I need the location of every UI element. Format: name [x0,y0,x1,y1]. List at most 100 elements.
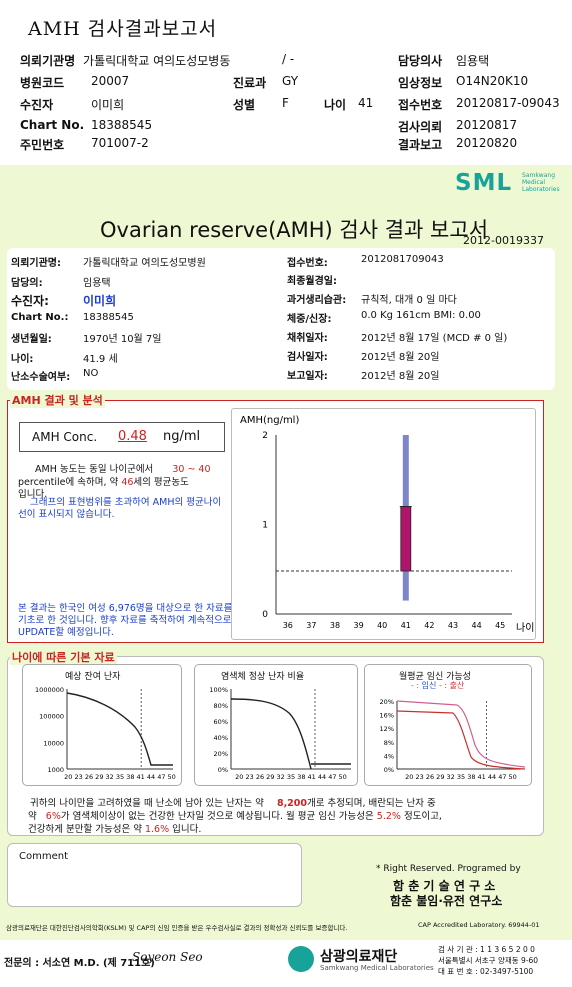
mini-y-tick: 1000 [47,766,64,774]
contact-line3: 대 표 번 호 : 02-3497-5100 [438,967,534,976]
result-desc-line2: percentile에 속하며, 약 46세의 평균농도 [18,474,189,488]
info-value: 18388545 [83,312,134,323]
header-row-4: Chart No. 18388545 검사의뢰 20120817 [20,118,517,134]
label: 나이 [324,98,347,112]
info-value: 0.0 Kg 161cm BMI: 0.00 [361,310,481,321]
info-label: 생년월일: [11,334,52,345]
value: 18388545 [91,118,153,132]
info-label: 보고일자: [287,371,328,382]
info-value: 1970년 10월 7일 [83,334,162,345]
mini-y-tick: 20% [380,698,394,706]
doctor-name: 전문의 : 서소연 M.D. (제 711호) [4,958,155,969]
foundation-name: 삼광의료재단 [320,949,398,965]
mini-chart-normal-chromosome: 염색체 정상 난자 비율 100% 80% 60% 40% 20% 0% 20 23 26 … [194,664,358,786]
mini-chart-title: 예상 잔여 난자 [65,672,121,682]
y-tick-label: 0 [262,610,268,620]
mini-chart-pregnancy: 월평균 임신 가능성 - : 임신 - : 출산 20% 16% 12% 8% 4% 0%… [364,664,532,786]
x-tick-label: 40 [377,621,387,630]
summary-text: 정도이고, [403,811,442,822]
value: O14N20K10 [456,74,529,88]
pregnancy-percent: 5.2% [376,811,401,822]
label: 주민번호 [20,138,65,152]
mini-y-tick: 1000000 [35,686,64,694]
info-label: 검사일자: [287,352,328,363]
info-label: 수진자: [11,294,49,308]
label: 수진자 [20,98,54,112]
foundation-sub: Samkwang Medical Laboratories [320,964,434,972]
label: 접수번호 [398,98,443,112]
age-section-title: 나이에 따른 기본 자료 [10,649,117,665]
info-label: 담당의: [11,278,43,289]
x-tick-label: 44 [472,621,482,630]
value: 41 [358,96,374,110]
mini-y-tick: 60% [214,718,228,726]
header: AMH 검사결과보고서 의뢰기관명 가톨릭대학교 여의도성모병동 / - 담당의… [0,0,572,165]
info-value: 2012년 8월 20일 [361,371,440,382]
summary-text: 약 [28,811,37,822]
mini-y-tick: 16% [380,712,394,720]
x-tick-label: 43 [448,621,458,630]
mini-y-tick: 100% [209,686,228,694]
info-label: 나이: [11,354,34,365]
summary-text: 건강하게 분만할 가능성은 약 [28,824,142,835]
label: 성별 [233,98,256,112]
info-value: 2012년 8월 17일 (MCD # 0 일) [361,333,508,344]
box-bar [400,506,412,572]
conc-value: 0.48 [118,429,147,444]
amh-concentration-box: AMH Conc. 0.48 ng/ml [19,422,225,452]
contact-line1: 검 사 기 관 : 1 1 3 6 5 2 0 0 [438,945,535,954]
info-label: 체중/신장: [287,314,332,325]
report-number: 2012-0019337 [463,234,544,247]
doctor-signature: Soyeon Seo [132,950,203,964]
certification-note: 삼광의료재단은 대한진단검사의학회(KSLM) 및 CAP의 신임 인증을 받은… [6,924,348,932]
rights-text: * Right Reserved. Programed by [376,864,521,874]
info-label: 최종월경일: [287,276,337,287]
info-label: Chart No.: [11,312,69,323]
report-title: Ovarian reserve(AMH) 검사 결과 보고서 [100,218,489,242]
chromosome-curve [230,698,351,770]
pregnancy-curve [396,700,526,768]
label: 검사의뢰 [398,120,443,134]
normal-egg-percent: 6% [45,811,61,822]
data-footnote: 본 결과는 한국인 여성 6,976명을 대상으로 한 자료를 기초로 한 것입… [18,603,233,638]
mini-y-tick: 40% [214,734,228,742]
info-label: 채취일자: [287,333,328,344]
birth-curve [396,710,526,770]
info-label: 의뢰기관명: [11,258,61,269]
summary-text: 가 염색체이상이 없는 건강한 난자일 것으로 예상됩니다. 월 평균 임신 가… [60,811,374,822]
x-tick-label: 38 [330,621,340,630]
x-tick-label: 36 [283,621,293,630]
foundation-logo-icon [288,946,314,972]
value: 가톨릭대학교 여의도성모병동 [83,54,231,68]
mini-y-tick: 8% [384,739,394,747]
conc-label: AMH Conc. [32,430,98,444]
info-value: 41.9 세 [83,354,118,365]
value: 20120820 [456,136,518,150]
mini-y-tick: 0% [384,766,394,774]
summary-text: 개로 추정되며, 배란되는 난자 중 [307,798,436,809]
label: 임상정보 [398,76,443,90]
label: 담당의사 [398,54,443,68]
value: / - [282,52,295,66]
lab-name-2: 함춘 불임·유전 연구소 [390,894,503,908]
label: 결과보고 [398,138,443,152]
value: 이미희 [91,98,125,112]
x-tick-label: 45 [495,621,505,630]
info-label: 접수번호: [287,258,328,269]
info-value: 가톨릭대학교 여의도성모병원 [83,258,206,269]
desc-text: percentile에 속하며, 약 [18,477,119,488]
label: 의뢰기관명 [20,54,76,68]
value: 임용택 [456,54,490,68]
mini-x-ticks: 20 23 26 29 32 35 38 41 44 47 50 [235,773,347,781]
label: 병원코드 [20,76,65,90]
lab-name-1: 함 춘 기 술 연 구 소 [393,879,496,893]
cap-accreditation: CAP Accredited Laboratory. 69944-01 [418,921,540,929]
header-row-5: 주민번호 701007-2 결과보고 20120820 [20,136,517,153]
info-label: 과거생리습관: [287,295,347,306]
percentile-range: 30 ~ 40 [172,464,211,475]
summary-line1: 귀하의 나이만을 고려하였을 때 난소에 남아 있는 난자는 약 8,200개로… [30,795,436,809]
result-desc-line1: AMH 농도는 동일 나이군에서 30 ~ 40 [35,461,211,475]
header-row-2: 병원코드 20007 진료과 GY 임상정보 O14N20K10 [20,74,528,91]
comment-label: Comment [19,851,68,862]
